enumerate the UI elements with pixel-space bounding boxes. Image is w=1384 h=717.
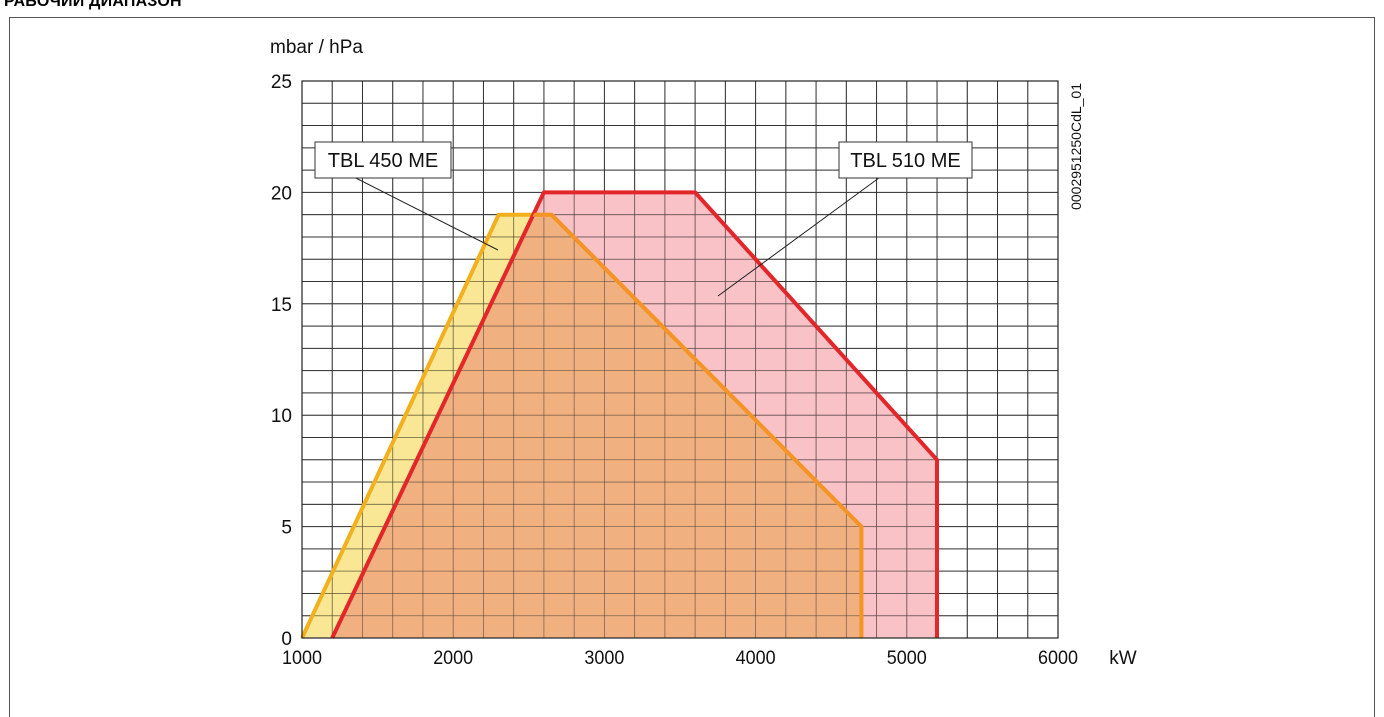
x-tick-label: 5000 xyxy=(887,648,927,669)
y-tick-label: 25 xyxy=(271,72,292,93)
x-tick-label: 6000 xyxy=(1038,648,1078,669)
labels: 1000 2000 3000 4000 5000 6000 0 5 10 15 20 25 kW mbar… xyxy=(270,37,1137,669)
series-line-tbl-510-me xyxy=(330,190,939,639)
y-tick-label: 15 xyxy=(271,295,292,316)
chart-frame xyxy=(9,17,1375,717)
callout-box-tbl-450-me xyxy=(314,141,452,179)
legend-label-tbl-450-me: TBL 450 ME xyxy=(328,150,438,172)
y-tick-label: 10 xyxy=(271,406,292,427)
page-title: РАБОЧИЙ ДИАПАЗОН xyxy=(4,0,182,10)
y-tick-label: 0 xyxy=(281,629,292,650)
axes xyxy=(301,80,1059,639)
legend-label-tbl-510-me: TBL 510 ME xyxy=(850,150,960,172)
plot-border xyxy=(301,80,1059,639)
callout-box-tbl-510-me xyxy=(838,141,973,179)
callout-leader-tbl-510-me xyxy=(717,177,880,297)
y-tick-label: 20 xyxy=(271,183,292,204)
x-tick-label: 3000 xyxy=(584,648,624,669)
x-tick-label: 4000 xyxy=(736,648,776,669)
callout-leader-tbl-450-me xyxy=(355,177,499,251)
drawing-code: 0002951250CdL_01 xyxy=(1068,83,1084,210)
operating-range-chart: 1000 2000 3000 4000 5000 6000 0 5 10 15 20 25 kW mbar… xyxy=(270,37,1137,669)
x-tick-label: 2000 xyxy=(433,648,473,669)
y-tick-label: 5 xyxy=(281,518,292,539)
y-axis-label: mbar / hPa xyxy=(270,37,363,58)
x-axis-label: kW xyxy=(1109,648,1137,669)
areas xyxy=(300,80,1059,639)
x-tick-label: 1000 xyxy=(282,648,322,669)
